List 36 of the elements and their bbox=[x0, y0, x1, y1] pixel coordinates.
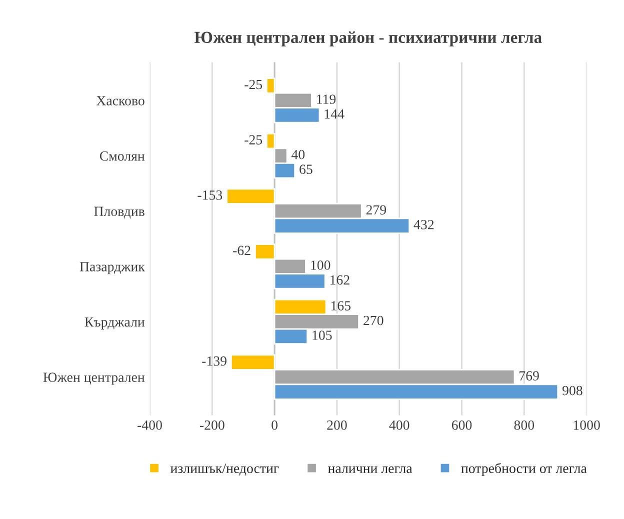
x-tick-label: -400 bbox=[138, 420, 162, 430]
data-label: 100 bbox=[311, 260, 330, 270]
x-tick-label: 200 bbox=[327, 420, 347, 430]
legend-label: налични легла bbox=[328, 466, 412, 474]
data-label: 162 bbox=[330, 275, 350, 285]
data-label: -25 bbox=[244, 135, 262, 144]
data-label: -139 bbox=[202, 356, 226, 366]
x-tick-label: 800 bbox=[514, 420, 534, 430]
data-label: -25 bbox=[244, 80, 262, 90]
data-label: 279 bbox=[366, 205, 386, 215]
y-tick-label: Пазарджик bbox=[80, 262, 145, 274]
legend-label: излишък/недостиг bbox=[170, 464, 279, 476]
x-tick-label: 1000 bbox=[574, 420, 600, 430]
y-tick-label: Хасково bbox=[96, 96, 144, 106]
data-label: 40 bbox=[291, 150, 305, 160]
data-label: 119 bbox=[317, 94, 336, 104]
x-tick-label: -200 bbox=[200, 420, 224, 430]
data-label: 65 bbox=[300, 164, 312, 174]
x-tick-label: 400 bbox=[389, 420, 410, 430]
data-label: -153 bbox=[198, 190, 222, 200]
data-label: 105 bbox=[312, 330, 332, 340]
y-tick-label: Южен централен bbox=[43, 372, 145, 385]
y-tick-label: Пловдив bbox=[94, 206, 144, 219]
x-tick-label: 600 bbox=[452, 420, 472, 430]
x-tick-label: 0 bbox=[272, 420, 278, 430]
data-label: 165 bbox=[331, 301, 350, 310]
y-tick-label: Кърджали bbox=[84, 317, 145, 330]
data-label: 769 bbox=[520, 371, 539, 381]
y-tick-label: Смолян bbox=[100, 151, 145, 161]
data-label: 270 bbox=[364, 316, 384, 326]
chart-title: Южен централен район - психиатрични легла bbox=[194, 31, 542, 46]
data-label: 144 bbox=[324, 109, 344, 119]
data-label: 908 bbox=[562, 386, 582, 396]
data-label: 432 bbox=[414, 220, 434, 230]
data-label: -62 bbox=[233, 246, 250, 256]
legend-label: потребности от легла bbox=[461, 462, 587, 476]
